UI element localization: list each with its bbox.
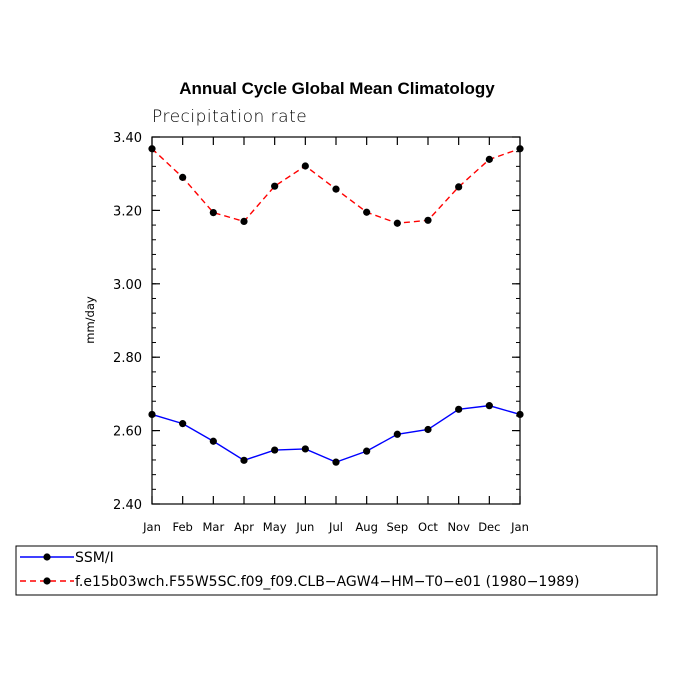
y-tick-label: 3.00 <box>113 278 142 293</box>
x-tick-label: May <box>263 520 287 534</box>
x-tick-label: Feb <box>172 520 192 534</box>
series-0-point <box>271 446 279 454</box>
series-1-point <box>301 162 309 170</box>
y-axis: 2.40 2.60 2.80 3.00 3.20 3.40 <box>113 131 520 513</box>
series-1-point <box>393 219 401 227</box>
x-tick-label: Jul <box>328 520 343 534</box>
series-1-point <box>424 216 432 224</box>
y-tick-label: 3.40 <box>113 131 142 146</box>
series-1-point <box>179 173 187 181</box>
series-1-point <box>209 209 217 217</box>
x-tick-label: Apr <box>234 520 254 534</box>
series-1-point <box>271 182 279 190</box>
chart-subtitle: Precipitation rate <box>152 107 307 127</box>
x-tick-label: Aug <box>355 520 377 534</box>
legend-label-1: f.e15b03wch.F55W5SC.f09_f09.CLB−AGW4−HM−… <box>75 574 580 590</box>
series-0-point <box>393 430 401 438</box>
series-0-point <box>455 405 463 413</box>
series-1-point <box>516 145 524 153</box>
series-0-point <box>301 445 309 453</box>
x-tick-label: Jan <box>510 520 529 534</box>
x-axis: Jan Feb Mar Apr May Jun Jul Aug Sep Oct Nov Dec Jan <box>142 137 529 534</box>
series-0-point <box>485 402 493 410</box>
series-layer <box>148 145 524 466</box>
legend-label-0: SSM/I <box>75 550 114 566</box>
series-0-point <box>240 456 248 464</box>
x-tick-label: Sep <box>386 520 408 534</box>
legend-marker-0 <box>43 553 51 561</box>
series-1-point <box>485 155 493 163</box>
x-tick-label: Dec <box>478 520 500 534</box>
series-1-point <box>363 208 371 216</box>
x-tick-label: Nov <box>447 520 470 534</box>
series-1-point <box>455 183 463 191</box>
chart-title: Annual Cycle Global Mean Climatology <box>179 79 495 98</box>
series-line-0 <box>151 404 521 463</box>
legend-marker-1 <box>43 577 51 585</box>
series-1-point <box>148 145 156 153</box>
series-0-point <box>148 410 156 419</box>
legend: SSM/I f.e15b03wch.F55W5SC.f09_f09.CLB−AGW… <box>15 545 658 596</box>
y-axis-label: mm/day <box>83 296 97 344</box>
y-tick-label: 2.60 <box>113 425 142 440</box>
series-0-point <box>209 437 217 445</box>
x-tick-label: Jun <box>295 520 314 534</box>
series-1-point <box>240 217 248 226</box>
y-tick-label: 2.40 <box>113 498 142 513</box>
series-0-point <box>179 420 187 428</box>
series-0-point <box>424 425 432 434</box>
x-tick-label: Jan <box>142 520 161 534</box>
series-1-point <box>332 185 340 193</box>
series-0-point <box>516 410 524 419</box>
x-tick-label: Oct <box>418 520 438 534</box>
x-tick-label: Mar <box>202 520 224 534</box>
series-0-point <box>363 447 371 455</box>
y-tick-label: 3.20 <box>113 204 142 219</box>
series-0-point <box>332 458 340 466</box>
legend-box <box>15 545 658 596</box>
y-tick-label: 2.80 <box>113 351 142 366</box>
